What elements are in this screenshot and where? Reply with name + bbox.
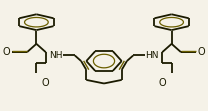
Text: O: O: [158, 78, 166, 88]
Text: O: O: [42, 78, 50, 88]
Text: NH: NH: [49, 51, 62, 60]
Text: HN: HN: [145, 51, 158, 60]
Text: O: O: [198, 47, 206, 57]
Text: O: O: [2, 47, 10, 57]
